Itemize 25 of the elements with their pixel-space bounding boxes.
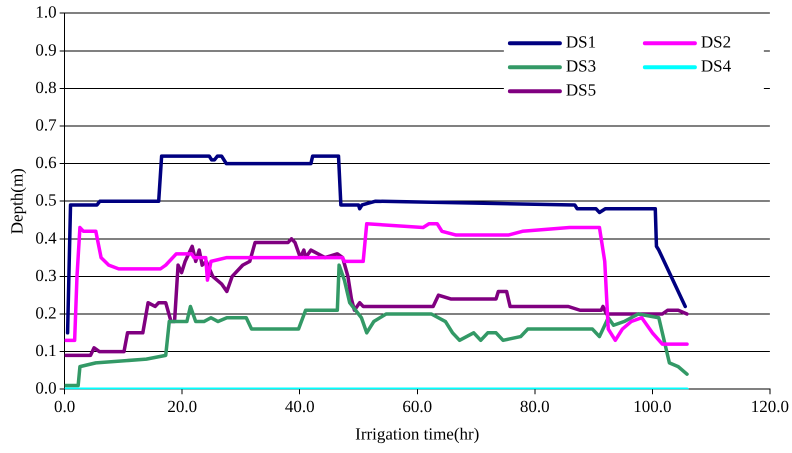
- y-tick-label: 0.8: [35, 78, 57, 97]
- y-tick-label: 0.3: [35, 266, 57, 285]
- y-tick-label: 1.0: [35, 2, 57, 22]
- x-tick-label: 20.0: [167, 396, 198, 416]
- x-tick-label: 40.0: [284, 396, 315, 416]
- legend-label: DS2: [700, 32, 732, 52]
- y-tick-label: 0.4: [35, 228, 58, 248]
- y-axis-title: Depth(m): [8, 168, 27, 234]
- x-tick-label: 80.0: [520, 396, 550, 416]
- y-tick-label: 0.2: [35, 303, 57, 322]
- legend-label: DS1: [566, 32, 596, 52]
- legend-label: DS5: [566, 80, 596, 100]
- x-tick-label: 0.0: [54, 396, 76, 416]
- x-tick-label: 60.0: [402, 396, 432, 416]
- y-tick-label: 0.6: [35, 153, 57, 172]
- y-tick-label: 0.7: [35, 115, 58, 134]
- x-tick-label: 120.0: [750, 396, 789, 416]
- y-tick-label: 0.0: [35, 378, 57, 398]
- y-tick-label: 0.5: [35, 190, 57, 210]
- legend-label: DS3: [566, 56, 596, 76]
- y-tick-label: 0.9: [35, 40, 57, 60]
- x-tick-label: 100.0: [633, 396, 672, 416]
- x-axis-title: Irrigation time(hr): [355, 424, 480, 444]
- y-tick-label: 0.1: [35, 341, 57, 360]
- legend-label: DS4: [700, 56, 732, 76]
